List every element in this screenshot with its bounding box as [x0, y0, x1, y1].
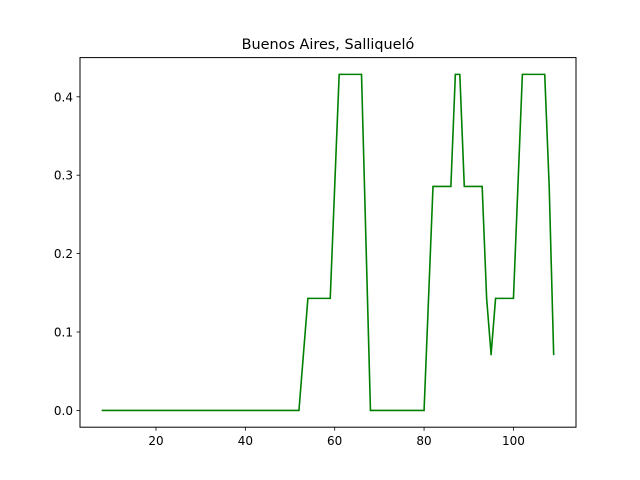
data-point — [329, 297, 332, 300]
y-tick-label: 0.2 — [54, 247, 73, 261]
data-point — [369, 409, 372, 412]
data-point — [552, 353, 555, 356]
y-tick-label: 0.1 — [54, 326, 73, 340]
data-point — [307, 297, 309, 300]
data-point — [543, 73, 546, 76]
data-point — [521, 73, 524, 76]
data-point — [512, 297, 515, 300]
data-point — [485, 297, 488, 300]
x-tick-label: 40 — [238, 434, 253, 448]
axes-frame — [79, 57, 577, 428]
data-point — [548, 185, 550, 188]
series-line — [102, 73, 555, 412]
data-point — [463, 185, 466, 188]
data-point — [423, 409, 425, 412]
y-tick-label: 0.3 — [54, 169, 73, 183]
data-point — [481, 185, 483, 188]
x-tick-label: 100 — [502, 434, 525, 448]
data-point — [338, 73, 340, 76]
data-point — [494, 297, 497, 300]
x-tick-label: 20 — [148, 434, 163, 448]
data-point — [450, 185, 452, 188]
data-point — [459, 73, 461, 76]
data-point — [454, 73, 457, 76]
data-point — [490, 353, 492, 356]
data-point — [101, 409, 104, 412]
data-point — [360, 73, 363, 76]
x-tick-label: 60 — [327, 434, 342, 448]
data-point — [432, 185, 434, 188]
plot-area: 20 40 60 80 100 0.0 0.1 0.2 0.3 0.4 — [54, 73, 555, 448]
x-tick-label: 80 — [416, 434, 431, 448]
data-point — [298, 409, 300, 412]
y-tick-label: 0.0 — [54, 404, 73, 418]
chart-title: Buenos Aires, Salliqueló — [242, 37, 415, 53]
y-tick-label: 0.4 — [54, 90, 73, 104]
